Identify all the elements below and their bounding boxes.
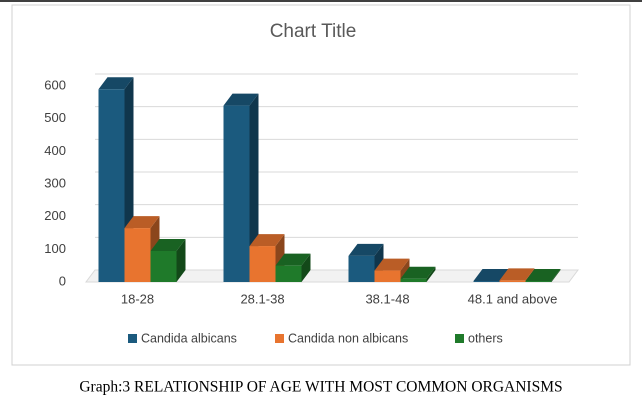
bar-side — [551, 269, 561, 282]
legend-swatch — [128, 334, 137, 343]
bar-top — [150, 238, 186, 251]
legend-label: Candida non albicans — [288, 331, 408, 345]
bar-top — [223, 93, 259, 106]
bar-top — [98, 77, 134, 90]
bar-top — [275, 253, 311, 266]
bar-top — [124, 216, 160, 229]
chart-title: Chart Title — [270, 21, 357, 42]
x-tick-label: 38.1-48 — [365, 291, 409, 306]
bar-top — [400, 266, 436, 279]
bar-top — [473, 269, 509, 282]
legend-swatch — [455, 334, 464, 343]
bar-side — [301, 253, 311, 282]
bar — [499, 280, 526, 282]
bar — [400, 278, 427, 282]
bar — [124, 228, 151, 282]
bar — [525, 281, 552, 282]
bar-side — [176, 238, 186, 282]
bar — [348, 255, 375, 282]
y-tick-label: 200 — [44, 208, 66, 223]
bar-side — [426, 266, 436, 282]
bar — [249, 246, 276, 282]
bar-side — [249, 93, 259, 282]
y-tick-label: 600 — [44, 77, 66, 92]
x-tick-label: 28.1-38 — [240, 291, 284, 306]
y-tick-label: 100 — [44, 241, 66, 256]
y-tick-label: 0 — [59, 273, 66, 288]
bar-top — [374, 258, 410, 271]
legend-label: others — [468, 331, 503, 345]
y-tick-label: 400 — [44, 143, 66, 158]
bar — [150, 250, 177, 282]
legend-label: Candida albicans — [141, 331, 237, 345]
bar — [275, 265, 302, 282]
x-tick-label: 48.1 and above — [468, 291, 558, 306]
bar — [374, 270, 401, 282]
x-tick-label: 18-28 — [121, 291, 154, 306]
bar — [473, 281, 500, 282]
legend-swatch — [275, 334, 284, 343]
bar-top — [249, 234, 285, 247]
bar — [98, 89, 125, 283]
bar-top — [348, 243, 384, 256]
y-tick-label: 300 — [44, 175, 66, 190]
caption: Graph:3 RELATIONSHIP OF AGE WITH MOST CO… — [79, 379, 562, 396]
bar — [223, 105, 250, 282]
y-tick-label: 500 — [44, 110, 66, 125]
bar-top — [525, 269, 561, 282]
bar-top — [499, 268, 535, 281]
